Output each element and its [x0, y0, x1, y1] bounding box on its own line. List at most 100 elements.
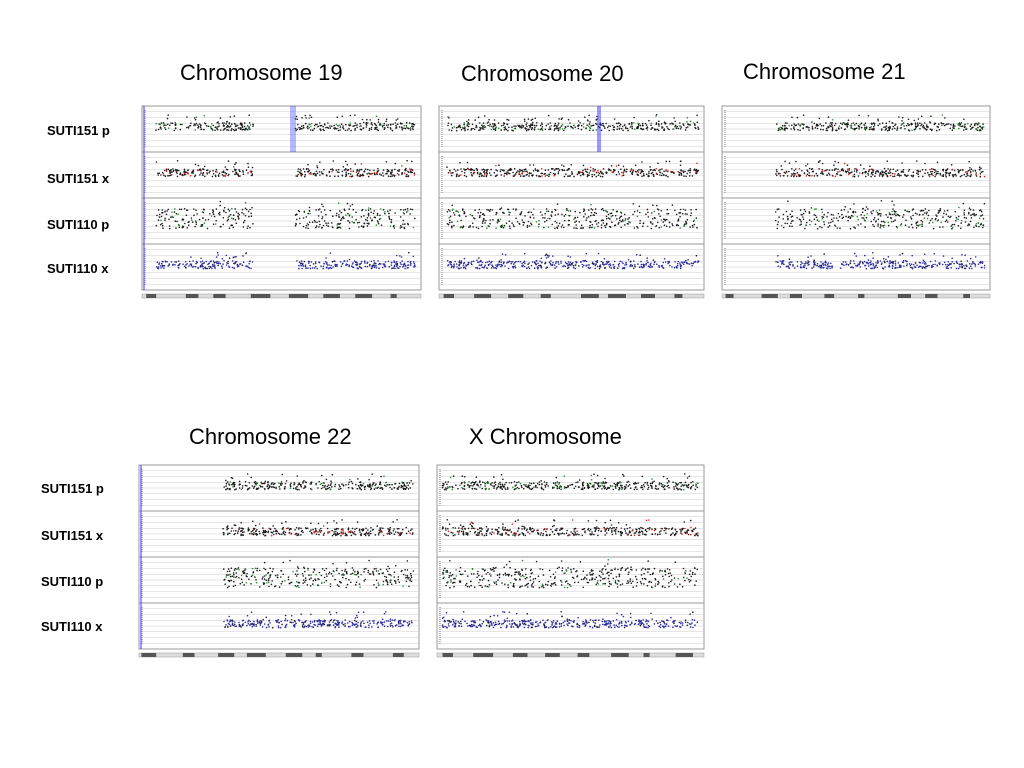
- data-point: [579, 122, 581, 124]
- data-point: [459, 161, 461, 164]
- data-point: [658, 120, 660, 122]
- data-point: [838, 216, 841, 218]
- data-point: [470, 128, 473, 130]
- data-point: [816, 219, 819, 221]
- data-point: [475, 226, 478, 229]
- data-point: [580, 124, 583, 127]
- data-point: [322, 265, 325, 268]
- data-point: [254, 482, 257, 485]
- data-point: [668, 128, 670, 131]
- data-point: [252, 533, 255, 536]
- data-point: [683, 124, 685, 126]
- data-point: [402, 482, 404, 484]
- data-point: [895, 225, 898, 228]
- data-point: [166, 210, 168, 212]
- data-point: [608, 169, 610, 172]
- data-point: [494, 175, 497, 177]
- data-point: [777, 265, 779, 267]
- data-point: [914, 212, 917, 215]
- data-point: [969, 171, 972, 173]
- data-point: [917, 173, 919, 175]
- data-point: [356, 488, 359, 490]
- data-point: [376, 173, 378, 176]
- data-point: [663, 174, 665, 176]
- data-point: [405, 175, 407, 177]
- data-point: [865, 175, 867, 178]
- data-point: [398, 485, 400, 488]
- data-point: [347, 486, 350, 489]
- data-point: [320, 265, 322, 267]
- data-point: [935, 172, 938, 175]
- data-point: [907, 170, 910, 172]
- data-point: [914, 124, 917, 126]
- data-point: [179, 123, 182, 126]
- data-point: [810, 220, 813, 223]
- data-point: [567, 264, 570, 266]
- data-point: [524, 168, 527, 170]
- data-point: [573, 227, 575, 229]
- data-point: [159, 265, 162, 267]
- data-point: [813, 218, 816, 221]
- data-point: [521, 265, 523, 267]
- data-point: [803, 123, 805, 126]
- data-point: [600, 208, 603, 211]
- data-point: [641, 161, 643, 163]
- data-point: [500, 259, 502, 261]
- data-point: [875, 210, 878, 212]
- data-point: [163, 122, 165, 125]
- data-point: [815, 172, 818, 175]
- data-point: [377, 221, 379, 223]
- data-point: [686, 120, 688, 123]
- data-point: [960, 263, 963, 266]
- data-point: [879, 173, 881, 175]
- data-point: [665, 160, 667, 163]
- data-point: [885, 170, 888, 172]
- data-point: [458, 263, 461, 266]
- data-point: [790, 128, 792, 130]
- data-point: [252, 487, 255, 489]
- data-point: [203, 114, 205, 117]
- data-point: [178, 169, 180, 172]
- data-point: [330, 168, 332, 171]
- data-point: [233, 484, 236, 486]
- data-point: [271, 486, 273, 488]
- data-point: [951, 226, 954, 229]
- data-point: [403, 172, 406, 174]
- data-point: [940, 221, 942, 224]
- data-point: [320, 124, 323, 127]
- data-point: [586, 124, 588, 126]
- data-point: [167, 208, 169, 211]
- data-point: [567, 175, 569, 177]
- data-point: [864, 264, 867, 267]
- data-point: [300, 530, 303, 533]
- data-point: [497, 263, 499, 266]
- data-point: [522, 264, 524, 266]
- data-point: [412, 483, 414, 485]
- data-point: [371, 124, 374, 126]
- data-point: [962, 202, 965, 205]
- data-point: [888, 264, 891, 266]
- data-point: [581, 263, 584, 266]
- data-point: [387, 124, 390, 126]
- data-point: [176, 170, 178, 172]
- data-point: [981, 127, 983, 129]
- ideogram-segment: [761, 294, 778, 298]
- data-point: [252, 125, 254, 127]
- data-point: [894, 264, 897, 266]
- data-point: [977, 126, 979, 129]
- data-point: [922, 124, 925, 127]
- data-point: [831, 123, 833, 125]
- data-point: [218, 261, 220, 263]
- data-point: [368, 129, 371, 131]
- data-point: [324, 484, 326, 487]
- data-point: [668, 221, 671, 224]
- data-point: [405, 211, 408, 213]
- data-point: [158, 213, 161, 216]
- data-point: [163, 267, 165, 269]
- data-point: [662, 267, 665, 269]
- data-point: [925, 263, 927, 265]
- data-point: [396, 488, 399, 490]
- data-point: [804, 210, 807, 213]
- data-point: [554, 122, 557, 125]
- data-point: [233, 533, 235, 536]
